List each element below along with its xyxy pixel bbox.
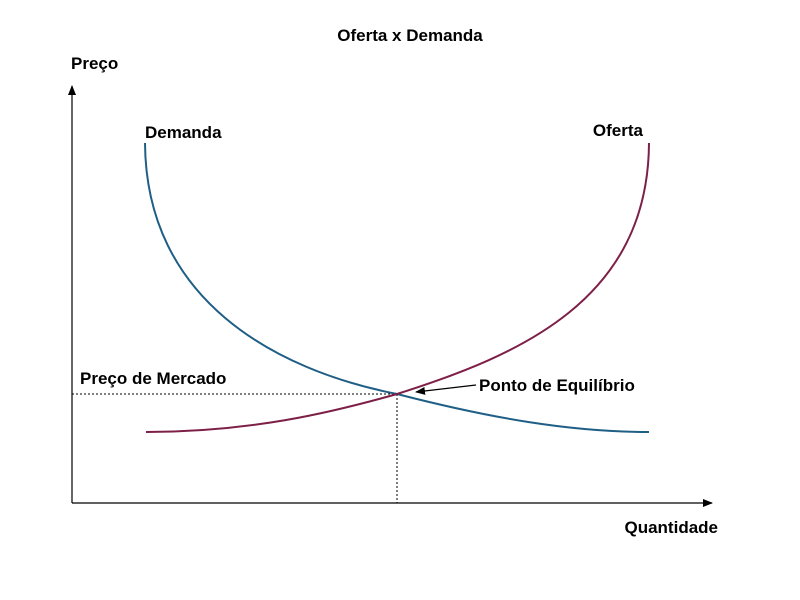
supply-curve — [145, 142, 650, 433]
supply-label: Oferta — [593, 121, 644, 140]
demand-label: Demanda — [145, 123, 222, 142]
equilibrium-label: Ponto de Equilíbrio — [479, 376, 635, 395]
diagram-title: Oferta x Demanda — [337, 26, 483, 45]
market-price-label: Preço de Mercado — [80, 369, 226, 388]
x-axis-label: Quantidade — [624, 518, 718, 537]
demand-curve — [144, 142, 650, 433]
y-axis-label: Preço — [71, 54, 118, 73]
equilibrium-pointer — [415, 384, 477, 395]
